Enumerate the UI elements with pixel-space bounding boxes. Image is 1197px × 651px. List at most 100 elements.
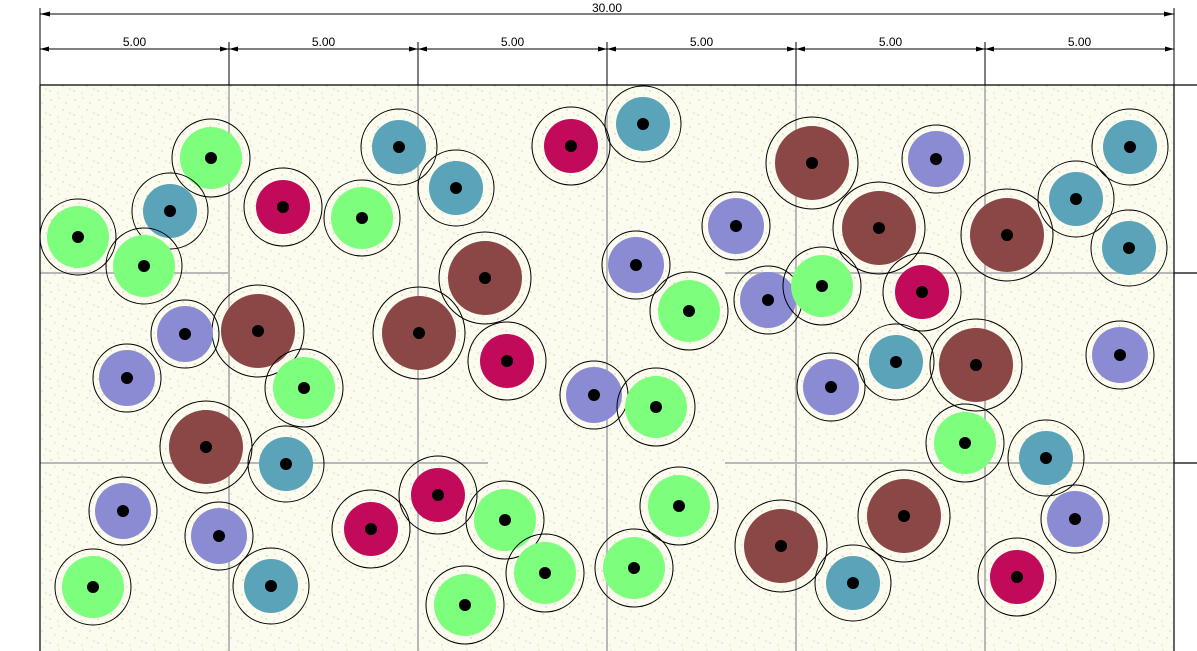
tree-lavender (88, 476, 158, 546)
dim-arrow (985, 46, 994, 52)
tree-trunk-dot (873, 222, 885, 234)
tree-teal (360, 108, 438, 186)
tree-outer-ring (247, 425, 325, 503)
tree-outer-ring (331, 489, 411, 569)
tree-lavender (150, 299, 220, 369)
tree-trunk-dot (1123, 242, 1135, 254)
dim-arrow (229, 46, 238, 52)
tree-outer-ring (977, 537, 1057, 617)
tree-brown (372, 286, 466, 380)
tree-trunk-dot (179, 328, 191, 340)
tree-trunk-dot (762, 294, 774, 306)
tree-outer-ring (929, 318, 1023, 412)
segment-dimension-label: 5.00 (879, 35, 903, 49)
tree-trunk-dot (501, 355, 513, 367)
tree-trunk-dot (916, 286, 928, 298)
segment-dimension-label: 5.00 (123, 35, 147, 49)
dim-arrow (796, 46, 805, 52)
tree-green (264, 348, 344, 428)
tree-crimson (467, 321, 547, 401)
tree-outer-ring (243, 167, 323, 247)
tree-outer-ring (465, 480, 545, 560)
tree-lavender (1040, 484, 1110, 554)
tree-trunk-dot (959, 437, 971, 449)
tree-outer-ring (531, 106, 611, 186)
segment-dimension-label: 5.00 (690, 35, 714, 49)
tree-trunk-dot (356, 212, 368, 224)
tree-trunk-dot (637, 118, 649, 130)
tree-trunk-dot (683, 305, 695, 317)
tree-trunk-dot (806, 157, 818, 169)
tree-teal (247, 425, 325, 503)
tree-outer-ring (601, 230, 671, 300)
tree-outer-ring (417, 149, 495, 227)
tree-trunk-dot (277, 201, 289, 213)
tree-teal (1091, 108, 1169, 186)
tree-trunk-dot (847, 577, 859, 589)
dim-arrow (220, 46, 229, 52)
tree-outer-ring (649, 271, 729, 351)
tree-outer-ring (1007, 419, 1085, 497)
tree-outer-ring (54, 548, 132, 626)
tree-outer-ring (232, 547, 310, 625)
tree-teal (232, 547, 310, 625)
tree-trunk-dot (1001, 229, 1013, 241)
segment-dimension-label: 5.00 (501, 35, 525, 49)
tree-trunk-dot (213, 530, 225, 542)
overall-dimension-label: 30.00 (592, 1, 622, 15)
tree-outer-ring (782, 246, 862, 326)
tree-teal (604, 85, 682, 163)
dim-arrow (787, 46, 796, 52)
tree-trunk-dot (630, 259, 642, 271)
tree-teal (417, 149, 495, 227)
tree-trunk-dot (1069, 513, 1081, 525)
tree-outer-ring (882, 252, 962, 332)
tree-lavender (184, 501, 254, 571)
tree-trunk-dot (72, 231, 84, 243)
tree-brown (929, 318, 1023, 412)
tree-green (505, 533, 585, 613)
tree-outer-ring (372, 286, 466, 380)
tree-outer-ring (925, 403, 1005, 483)
tree-trunk-dot (298, 382, 310, 394)
tree-green (649, 271, 729, 351)
tree-green (39, 198, 117, 276)
tree-outer-ring (832, 181, 926, 275)
tree-outer-ring (171, 118, 251, 198)
tree-outer-ring (88, 476, 158, 546)
tree-outer-ring (1085, 320, 1155, 390)
dim-arrow (607, 46, 616, 52)
tree-outer-ring (425, 565, 505, 645)
tree-outer-ring (701, 191, 771, 261)
tree-trunk-dot (87, 581, 99, 593)
segment-dimensions (39, 42, 1175, 85)
tree-teal (1007, 419, 1085, 497)
tree-crimson (977, 537, 1057, 617)
dim-arrow (418, 46, 427, 52)
tree-trunk-dot (265, 580, 277, 592)
tree-trunk-dot (365, 523, 377, 535)
tree-outer-ring (360, 108, 438, 186)
tree-trunk-dot (205, 152, 217, 164)
tree-trunk-dot (1011, 571, 1023, 583)
tree-trunk-dot (252, 325, 264, 337)
tree-lavender (701, 191, 771, 261)
tree-trunk-dot (138, 260, 150, 272)
tree-trunk-dot (200, 441, 212, 453)
tree-trunk-dot (1040, 452, 1052, 464)
tree-brown (832, 181, 926, 275)
tree-crimson (331, 489, 411, 569)
tree-lavender (601, 230, 671, 300)
tree-trunk-dot (393, 141, 405, 153)
tree-trunk-dot (1114, 349, 1126, 361)
tree-trunk-dot (450, 182, 462, 194)
tree-green (639, 466, 719, 546)
tree-lavender (1085, 320, 1155, 390)
tree-outer-ring (131, 172, 209, 250)
tree-outer-ring (438, 231, 532, 325)
tree-outer-ring (814, 544, 892, 622)
tree-outer-ring (467, 321, 547, 401)
tree-trunk-dot (970, 359, 982, 371)
tree-outer-ring (105, 227, 183, 305)
tree-outer-ring (594, 528, 674, 608)
